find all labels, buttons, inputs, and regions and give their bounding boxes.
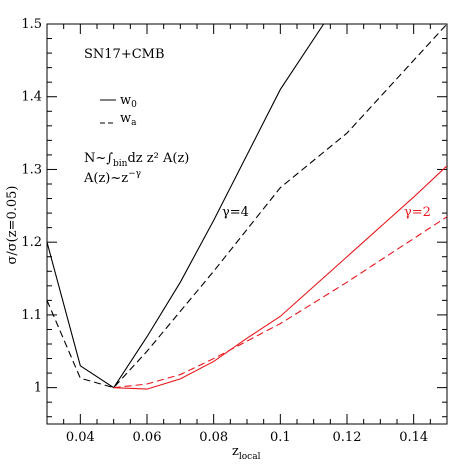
x-tick-label: 0.14 bbox=[399, 430, 428, 445]
legend-w0-label: w0 bbox=[120, 93, 137, 110]
formula-n: N~∫bindz z² A(z) bbox=[84, 151, 189, 169]
gamma4-label: γ=4 bbox=[222, 205, 249, 220]
x-tick-label: 0.12 bbox=[333, 430, 362, 445]
legend-wa-label: wa bbox=[120, 111, 137, 128]
y-tick-label: 1 bbox=[34, 381, 42, 396]
y-tick-label: 1.3 bbox=[21, 162, 42, 177]
axis-ticks bbox=[46, 23, 448, 424]
axis-tick-labels: 0.04 0.06 0.08 0.1 0.12 0.14 1 1.1 1.2 1.3 1.4 1.5 bbox=[21, 17, 428, 445]
data-series bbox=[47, 24, 447, 390]
series-gamma4-dashed bbox=[47, 24, 447, 389]
y-axis-label: σ/σ(z=0.05) bbox=[5, 186, 20, 265]
series-gamma4-solid bbox=[47, 24, 325, 389]
x-tick-label: 0.08 bbox=[199, 430, 228, 445]
x-tick-label: 0.06 bbox=[133, 430, 162, 445]
gamma2-label: γ=2 bbox=[404, 205, 431, 220]
y-tick-label: 1.4 bbox=[21, 90, 42, 105]
series-gamma2-solid bbox=[113, 165, 447, 390]
y-tick-label: 1.1 bbox=[21, 308, 42, 323]
y-tick-label: 1.5 bbox=[21, 17, 42, 32]
x-axis-label: zlocal bbox=[232, 444, 261, 462]
formula-a: A(z)~z−γ bbox=[83, 169, 141, 186]
x-tick-label: 0.1 bbox=[270, 430, 291, 445]
dataset-label: SN17+CMB bbox=[84, 47, 165, 62]
plot-frame bbox=[46, 23, 448, 425]
y-tick-label: 1.2 bbox=[21, 235, 42, 250]
x-tick-label: 0.04 bbox=[66, 430, 95, 445]
series-gamma2-dashed bbox=[113, 216, 447, 389]
